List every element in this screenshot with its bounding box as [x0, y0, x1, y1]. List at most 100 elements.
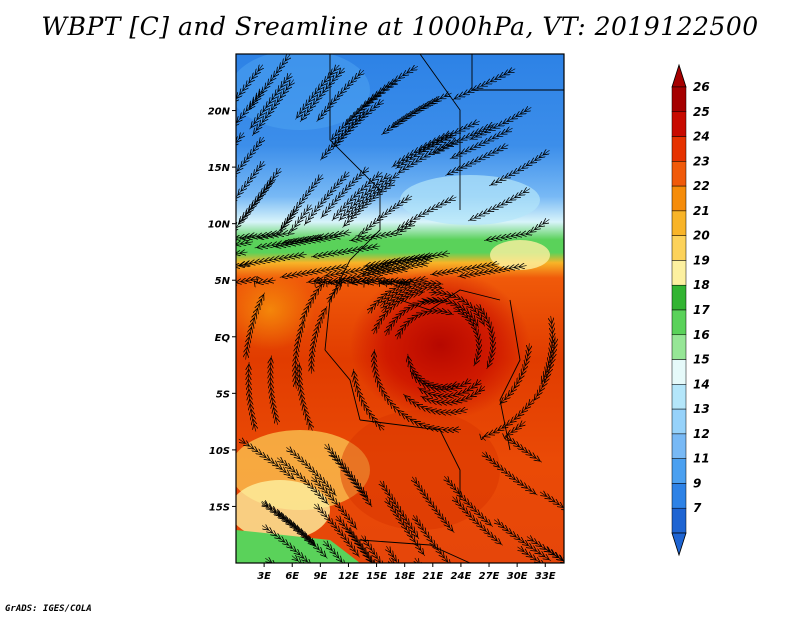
- streamline: [299, 362, 312, 431]
- colorbar-label: 19: [693, 253, 710, 267]
- lat-tick-label: 15S: [209, 502, 230, 513]
- colorbar-min-arrow: [671, 532, 687, 557]
- lon-tick-label: 18E: [394, 571, 415, 582]
- streamline: [540, 315, 552, 385]
- streamline: [310, 246, 381, 257]
- streamline: [324, 541, 368, 563]
- lon-tick-label: 33E: [535, 571, 556, 582]
- streamline: [363, 255, 433, 266]
- colorbar-swatch: [671, 161, 687, 187]
- lon-axis: 3E 6E 9E 12E 15E 18E 21E 24E 27E 30E 33E: [257, 563, 556, 582]
- streamline: [355, 196, 413, 236]
- wbpt-field: [236, 54, 564, 576]
- colorbar-swatch: [671, 136, 687, 162]
- streamline: [238, 439, 296, 481]
- streamline: [236, 160, 264, 215]
- streamline: [445, 145, 509, 176]
- streamline: [467, 189, 531, 222]
- colorbar-label: 15: [693, 353, 710, 367]
- streamline: [311, 306, 328, 374]
- streamline: [489, 150, 550, 187]
- streamline: [476, 305, 493, 370]
- streamline: [236, 89, 263, 143]
- colorbar-label: 16: [693, 328, 710, 342]
- colorbar-label: 24: [693, 130, 710, 144]
- streamline: [246, 292, 265, 360]
- colorbar-swatch: [671, 284, 687, 311]
- streamlines: [236, 55, 564, 576]
- lon-tick-label: 12E: [338, 571, 359, 582]
- colorbar-swatch: [671, 458, 687, 484]
- map-title: WBPT [C] and Sreamline at 1000hPa, VT: 2…: [41, 12, 759, 41]
- map-frame: [235, 53, 565, 564]
- streamline: [386, 301, 441, 336]
- country-borders: [324, 54, 564, 563]
- streamline: [302, 279, 327, 323]
- lat-tick-label: 15N: [208, 163, 231, 174]
- streamline: [325, 444, 369, 500]
- colorbar-swatch: [671, 334, 687, 360]
- colorbar-max-arrow: [671, 63, 687, 88]
- lat-tick-label: EQ: [215, 333, 231, 344]
- streamline: [403, 393, 468, 413]
- lon-tick-label: 30E: [507, 571, 528, 582]
- streamline: [270, 355, 277, 425]
- streamline: [526, 537, 564, 576]
- colorbar-label: 22: [693, 179, 710, 193]
- colorbar-swatch: [671, 210, 687, 236]
- colorbar-label: 9: [693, 476, 701, 490]
- streamline: [236, 237, 239, 248]
- colorbar-swatch: [671, 185, 687, 212]
- streamline: [368, 282, 412, 314]
- colorbar-swatch: [671, 111, 687, 137]
- colorbar: 26 25 24 23 22 21 20 19 18 17 16 15 14 13 12 11 9 7: [671, 63, 710, 557]
- streamline: [249, 362, 256, 432]
- colorbar-label: 21: [693, 204, 710, 218]
- streamline: [505, 421, 542, 463]
- colorbar-swatch: [671, 86, 687, 113]
- streamline: [239, 209, 297, 239]
- streamline: [236, 279, 276, 284]
- colorbar-label: 17: [693, 303, 710, 317]
- streamline: [316, 70, 364, 122]
- colorbar-swatch: [671, 260, 687, 286]
- streamline: [452, 69, 516, 101]
- lat-tick-label: 5N: [215, 276, 231, 287]
- colorbar-label: 23: [693, 154, 710, 168]
- streamline: [381, 98, 441, 136]
- streamline: [396, 408, 462, 430]
- colorbar-label: 26: [693, 80, 710, 94]
- streamline: [276, 512, 328, 559]
- lon-tick-label: 24E: [451, 571, 472, 582]
- lon-tick-label: 3E: [257, 571, 271, 582]
- colorbar-label: 13: [693, 402, 710, 416]
- streamline: [430, 264, 500, 275]
- colorbar-label: 18: [693, 278, 710, 292]
- colorbar-label: 7: [693, 501, 702, 515]
- streamline: [444, 476, 493, 527]
- streamline: [469, 107, 532, 141]
- colorbar-label: 11: [693, 452, 710, 466]
- lon-tick-label: 6E: [285, 571, 299, 582]
- streamline: [389, 558, 429, 563]
- lat-tick-label: 10N: [208, 220, 231, 231]
- streamline: [254, 237, 324, 248]
- streamline: [361, 535, 400, 563]
- lat-tick-label: 20N: [208, 107, 231, 118]
- streamline: [295, 319, 304, 389]
- streamline: [237, 254, 307, 265]
- lon-tick-label: 15E: [366, 571, 387, 582]
- colorbar-swatch: [671, 235, 687, 261]
- streamline: [303, 172, 349, 226]
- lat-tick-label: 10S: [209, 446, 230, 457]
- streamline: [415, 557, 458, 563]
- colorbar-swatch: [671, 359, 687, 385]
- lat-axis: 20N 15N 10N 5N EQ 5S 10S 15S: [208, 107, 236, 513]
- colorbar-swatch: [671, 483, 687, 509]
- colorbar-label: 20: [693, 229, 710, 243]
- grads-credit: GrADS: IGES/COLA: [5, 604, 92, 614]
- colorbar-label: 14: [693, 377, 710, 391]
- streamline: [482, 452, 538, 496]
- streamline: [410, 370, 472, 390]
